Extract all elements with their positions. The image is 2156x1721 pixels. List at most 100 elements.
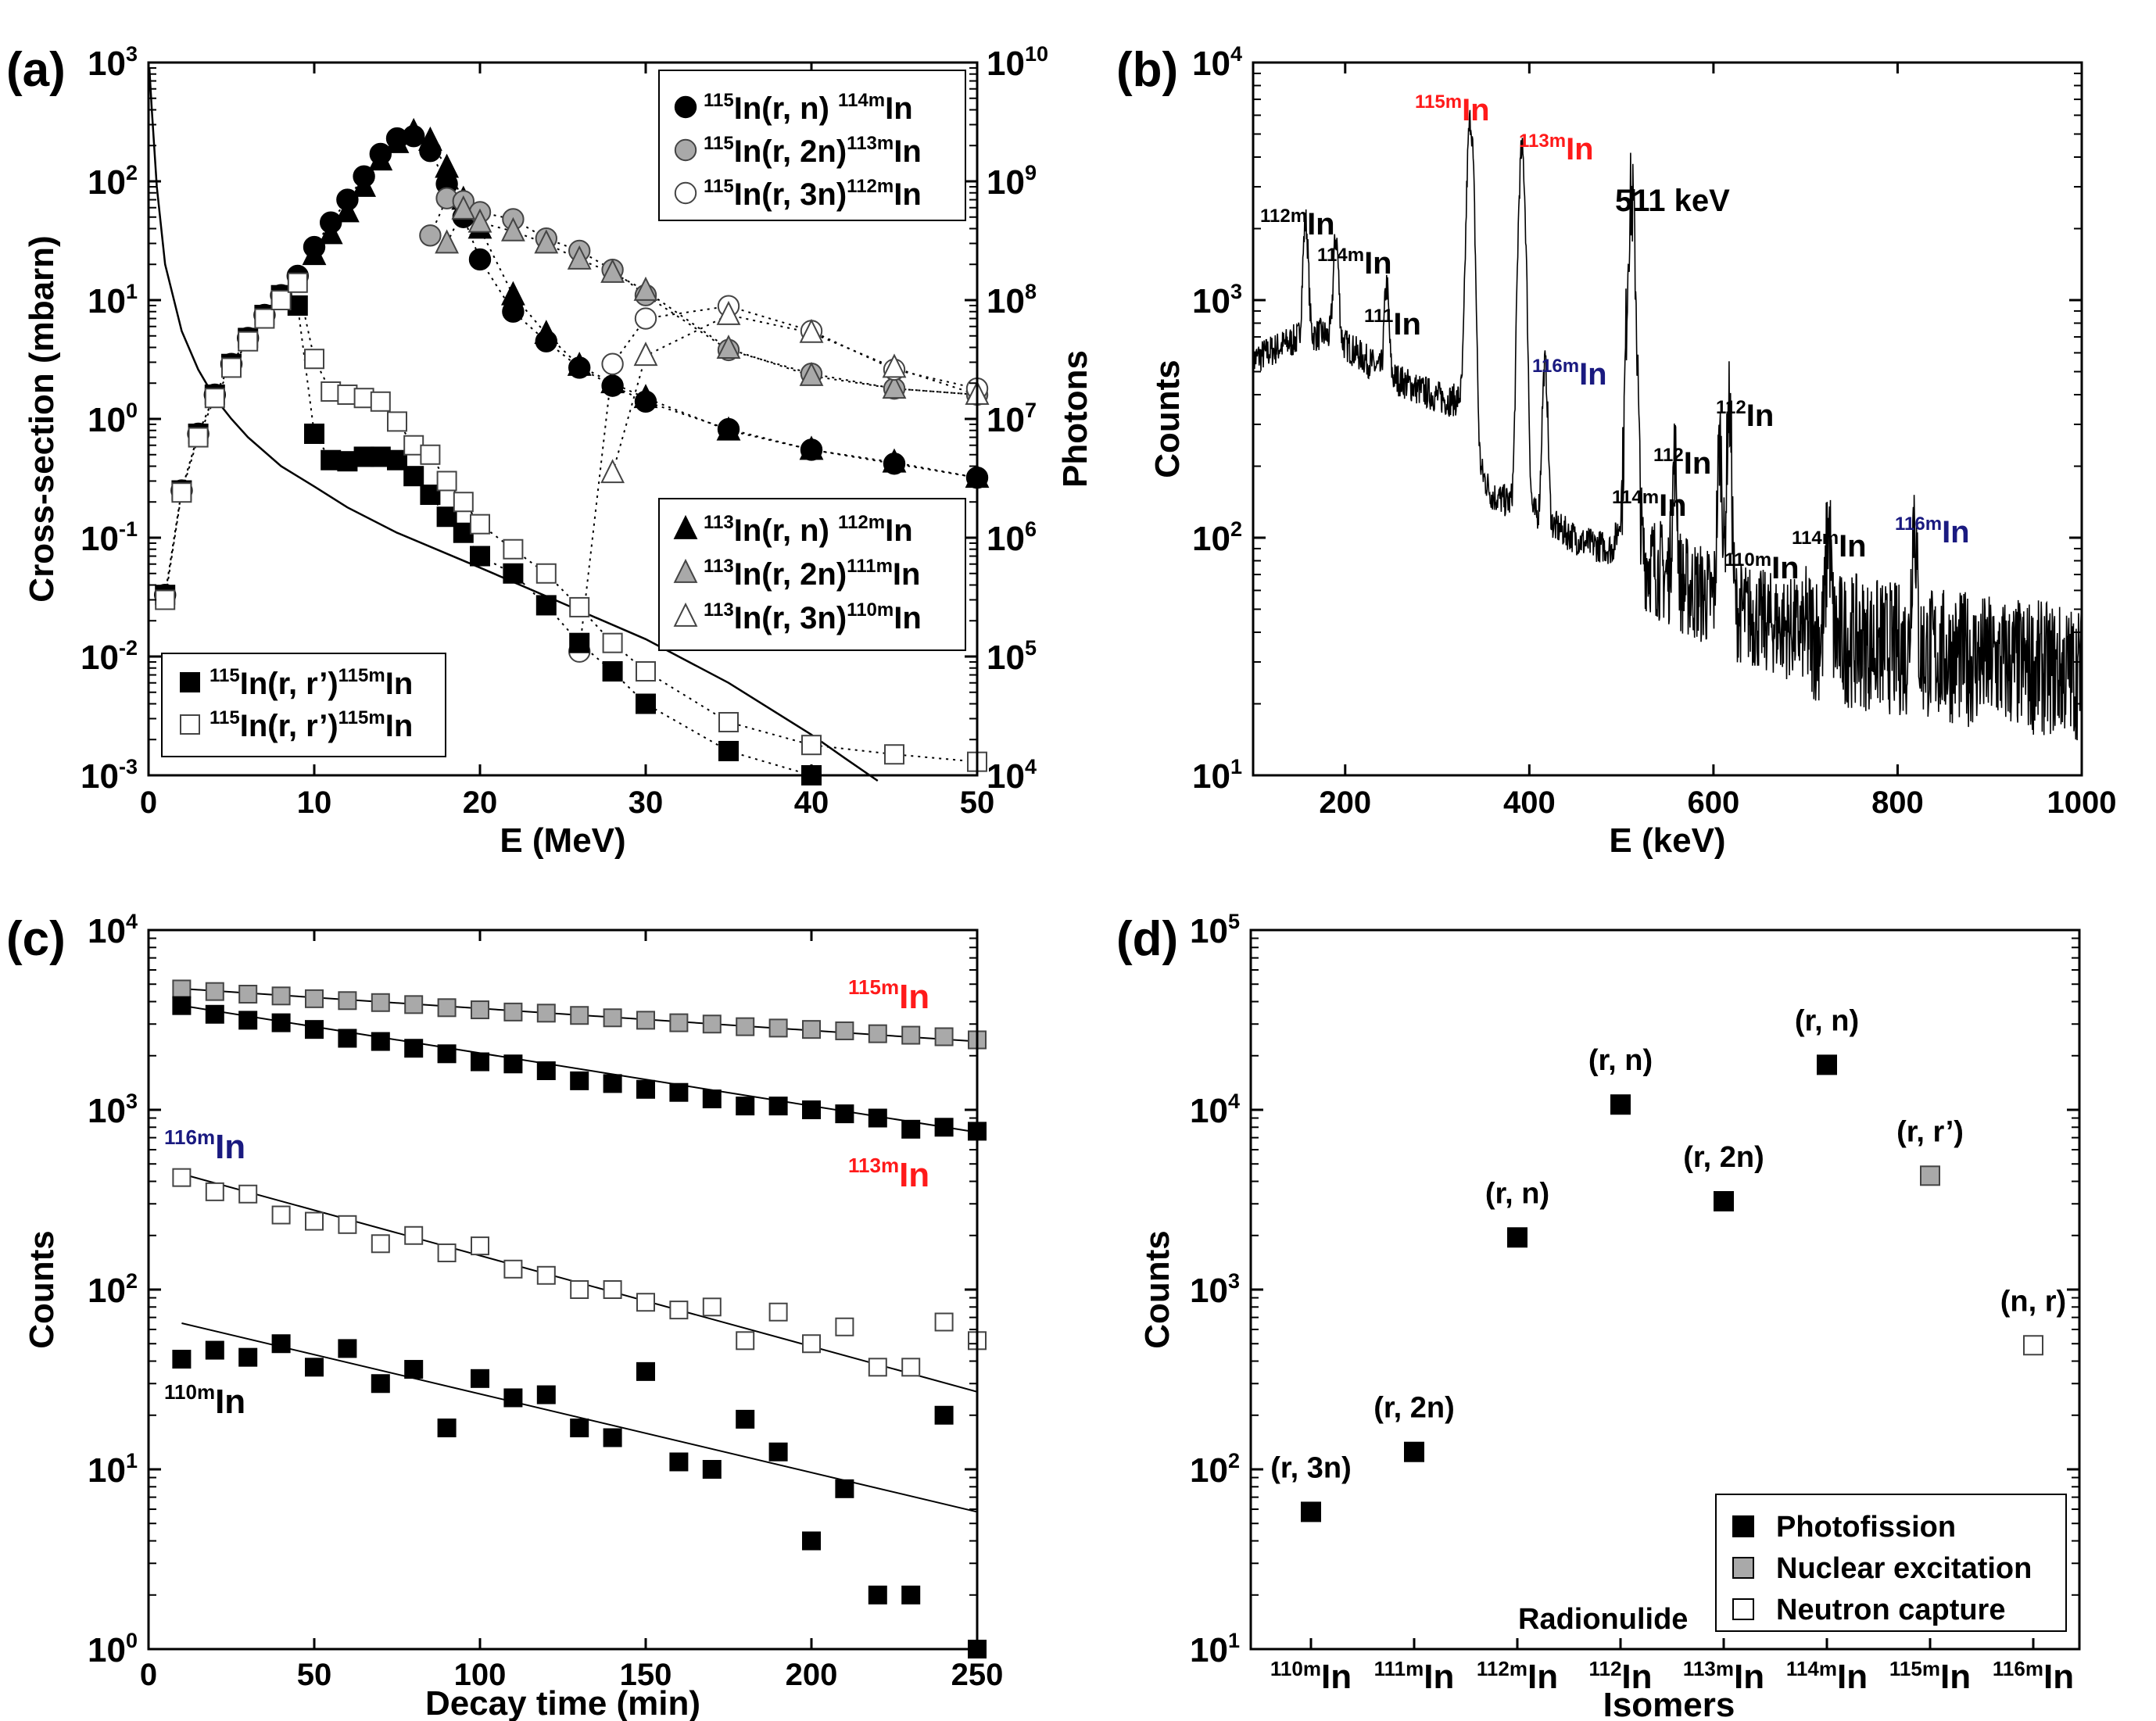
y-tick-label: 102 xyxy=(1192,517,1242,558)
legend-top-item: 115In(r, 3n)112mIn xyxy=(674,176,922,212)
data-point xyxy=(934,1118,954,1137)
svg-text:Neutron capture: Neutron capture xyxy=(1776,1594,2005,1626)
legend-bottom-item: 115In(r, r’)115mIn xyxy=(180,665,413,701)
legend-marker xyxy=(180,714,200,735)
isomer-markers: (r, 3n) (r, 2n) (r, n) (r, n) (r, 2n) (r, n) (… xyxy=(1270,1004,2066,1522)
y2-tick-label: 107 xyxy=(987,399,1037,439)
data-point xyxy=(716,416,741,441)
data-point xyxy=(636,1361,655,1381)
y-axis-label: Counts xyxy=(1138,1230,1176,1349)
data-point xyxy=(318,220,343,245)
data-point xyxy=(1920,1165,1940,1186)
data-point xyxy=(934,1405,954,1425)
data-point xyxy=(500,281,525,306)
x-tick-label: 400 xyxy=(1503,785,1556,820)
data-point xyxy=(768,1097,788,1116)
x-tick-label: 112In xyxy=(1588,1657,1652,1696)
x-axis-label: Isomers xyxy=(1603,1686,1735,1721)
data-point xyxy=(387,411,407,432)
data-point xyxy=(736,1097,755,1116)
data-point xyxy=(718,740,739,761)
legend-item: Nuclear excitation xyxy=(1732,1552,2032,1585)
data-point xyxy=(633,342,658,367)
panel-c-chart: 0 50 100 150 200 250 100 101 102 103 104 (c) Decay… xyxy=(6,910,1003,1721)
data-point xyxy=(802,1020,821,1039)
y-tick-label: 103 xyxy=(1192,280,1242,320)
legend-marker xyxy=(673,514,698,539)
data-point xyxy=(901,1119,921,1139)
series-line xyxy=(446,208,978,395)
data-point xyxy=(387,449,407,471)
data-point xyxy=(600,258,625,283)
peak-label: 115mIn xyxy=(1415,91,1490,127)
peak-label: 114mIn xyxy=(1317,245,1392,281)
x-tick-label: 50 xyxy=(960,785,995,820)
axis-ticks: 110mIn 111mIn 112mIn 112In 113mIn 114mIn 115mI… xyxy=(1190,910,2079,1696)
legend-marker xyxy=(674,181,697,205)
data-point xyxy=(321,449,342,471)
y-tick-label: 10-1 xyxy=(81,517,138,558)
data-point xyxy=(636,1293,655,1312)
legend-bottom-box xyxy=(161,653,446,757)
data-point xyxy=(338,991,357,1011)
data-point xyxy=(633,276,658,301)
data-point xyxy=(934,1312,954,1332)
series-label: 115mIn xyxy=(848,975,929,1016)
data-point xyxy=(271,986,291,1006)
series-line xyxy=(611,313,978,474)
data-point xyxy=(205,1182,224,1201)
reaction-label: (r, 2n) xyxy=(1683,1141,1764,1174)
data-point xyxy=(305,989,324,1008)
data-point xyxy=(302,241,327,266)
data-point xyxy=(171,482,192,503)
data-point xyxy=(305,1020,324,1039)
data-point xyxy=(882,353,907,378)
data-point xyxy=(353,446,374,467)
legend-marker xyxy=(1732,1515,1754,1537)
data-point xyxy=(205,1004,224,1024)
y-axis-label: Counts xyxy=(23,1230,61,1349)
data-point xyxy=(884,744,904,765)
spectrum-line xyxy=(1252,109,2083,741)
y-tick-label: 101 xyxy=(1192,755,1242,796)
data-point xyxy=(335,198,360,223)
y-tick-label: 104 xyxy=(1192,42,1242,83)
data-point xyxy=(736,1331,755,1351)
data-point xyxy=(835,1317,854,1336)
data-point xyxy=(603,1280,622,1299)
data-point xyxy=(371,1374,390,1394)
legend-item: Photofission xyxy=(1732,1511,1956,1544)
x-axis-label: E (keV) xyxy=(1609,821,1725,860)
legend-marker xyxy=(674,138,697,162)
svg-text:Nuclear excitation: Nuclear excitation xyxy=(1776,1552,2032,1585)
data-point xyxy=(453,522,474,543)
data-point xyxy=(536,1265,556,1285)
svg-text:113In(r, 2n)111mIn: 113In(r, 2n)111mIn xyxy=(704,556,920,592)
data-point xyxy=(802,1531,821,1551)
data-point xyxy=(371,1234,390,1254)
data-point xyxy=(238,1184,258,1204)
y-tick-label: 105 xyxy=(1190,910,1240,950)
data-point xyxy=(603,1428,622,1447)
data-point xyxy=(417,126,442,151)
data-point xyxy=(535,563,557,584)
data-point xyxy=(419,224,442,247)
data-point xyxy=(204,388,225,409)
data-point xyxy=(172,996,192,1015)
legend-mid-item: 113In(r, n) 112mIn xyxy=(673,512,913,548)
svg-text:113In(r, n) 112mIn: 113In(r, n) 112mIn xyxy=(704,512,913,548)
data-point xyxy=(567,351,592,376)
data-point xyxy=(535,595,557,616)
data-point xyxy=(437,1418,457,1437)
x-tick-label: 200 xyxy=(786,1658,838,1692)
data-point xyxy=(768,1018,788,1038)
data-point xyxy=(338,1339,357,1358)
x-axis-label: Decay time (min) xyxy=(425,1684,700,1721)
data-point xyxy=(271,1205,291,1225)
reaction-label: (r, 2n) xyxy=(1373,1392,1454,1425)
legend-marker xyxy=(180,672,200,692)
y2-axis-label: Photons xyxy=(1056,350,1094,488)
data-point xyxy=(404,1039,424,1058)
data-point xyxy=(1507,1227,1527,1248)
y-tick-label: 103 xyxy=(88,42,138,83)
